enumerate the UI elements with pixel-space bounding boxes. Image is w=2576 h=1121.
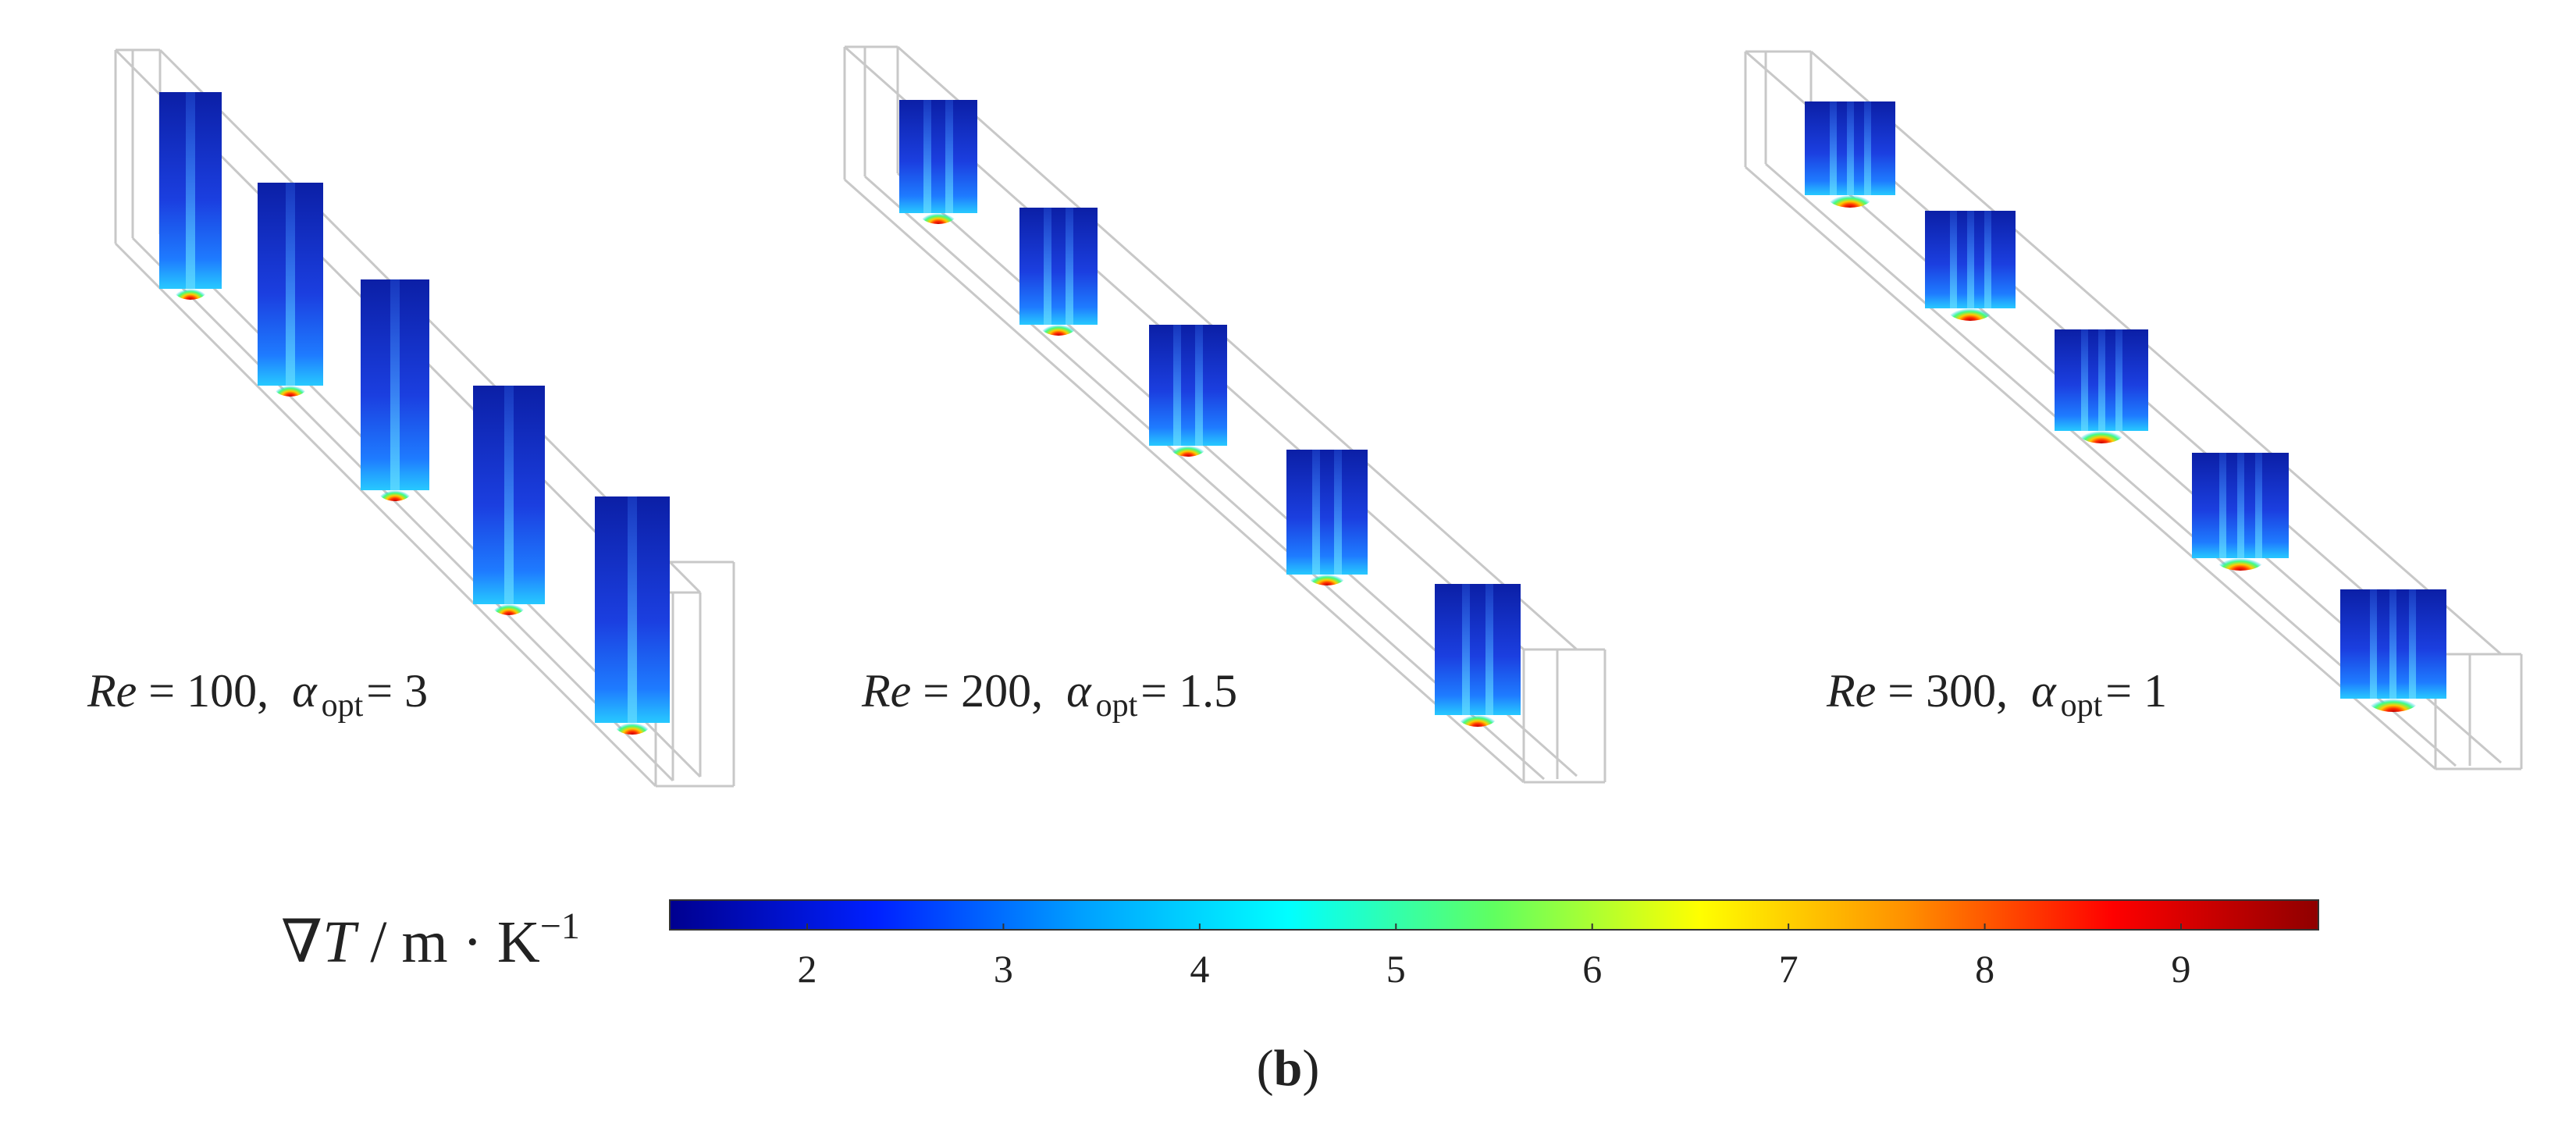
colorbar-tick-label: 7 bbox=[1779, 947, 1799, 991]
colorbar-bar bbox=[669, 899, 2319, 931]
slice-re200-3 bbox=[1149, 325, 1227, 457]
colorbar-tick-label: 9 bbox=[2172, 947, 2191, 991]
colorbar-tick-label: 4 bbox=[1190, 947, 1209, 991]
panel-re300: Re = 300, α opt= 1 bbox=[1744, 50, 2523, 770]
colorbar: ∇T / m · K−1 2 3 4 5 6 7 8 9 bbox=[281, 899, 2319, 991]
slice-re100-2 bbox=[258, 183, 323, 397]
colorbar-tick-label: 6 bbox=[1582, 947, 1602, 991]
label-re300: Re = 300, α opt= 1 bbox=[1826, 665, 2167, 724]
slice-re300-2 bbox=[1925, 211, 2016, 321]
slice-re200-5 bbox=[1435, 584, 1521, 727]
slice-re300-5 bbox=[2340, 589, 2446, 712]
figure-caption: (b) bbox=[1257, 1040, 1320, 1097]
panel-re200: Re = 200, α opt= 1.5 bbox=[843, 45, 1606, 784]
label-re100: Re = 100, α opt= 3 bbox=[87, 665, 428, 724]
slice-re300-3 bbox=[2055, 329, 2148, 443]
slice-re100-5 bbox=[595, 496, 670, 735]
temperature-slices-re200 bbox=[899, 100, 1521, 727]
panel-re100: Re = 100, α opt= 3 bbox=[87, 48, 735, 788]
slice-re300-4 bbox=[2192, 453, 2289, 571]
slice-re200-4 bbox=[1286, 450, 1368, 585]
colorbar-tick-label: 8 bbox=[1975, 947, 1994, 991]
slice-re200-2 bbox=[1019, 208, 1098, 336]
temperature-slices-re300 bbox=[1805, 101, 2446, 712]
slice-re100-4 bbox=[473, 386, 545, 615]
colorbar-ticks: 2 3 4 5 6 7 8 9 bbox=[798, 923, 2191, 991]
colorbar-tick-label: 5 bbox=[1386, 947, 1406, 991]
colorbar-label: ∇T / m · K−1 bbox=[281, 906, 580, 975]
slice-re100-1 bbox=[159, 92, 222, 300]
label-re200: Re = 200, α opt= 1.5 bbox=[861, 665, 1237, 724]
colorbar-tick-label: 3 bbox=[994, 947, 1013, 991]
slice-re200-1 bbox=[899, 100, 977, 224]
colorbar-tick-label: 2 bbox=[798, 947, 817, 991]
slice-re100-3 bbox=[361, 279, 429, 501]
temperature-slices-re100 bbox=[159, 92, 670, 735]
slice-re300-1 bbox=[1805, 101, 1895, 208]
